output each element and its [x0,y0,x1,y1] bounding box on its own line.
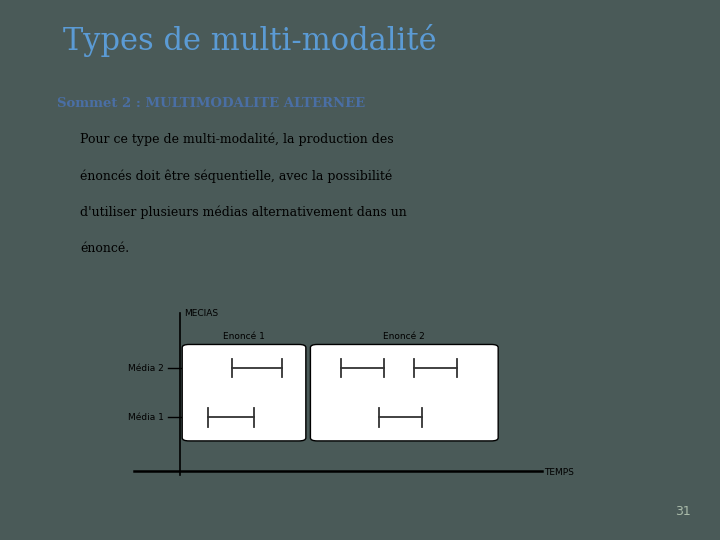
Text: Enoncé 2: Enoncé 2 [384,333,426,341]
Text: 31: 31 [675,505,691,518]
Text: énoncés doit être séquentielle, avec la possibilité: énoncés doit être séquentielle, avec la … [81,169,392,183]
Text: Sommet 2 : MULTIMODALITE ALTERNEE: Sommet 2 : MULTIMODALITE ALTERNEE [58,97,366,110]
Text: d'utiliser plusieurs médias alternativement dans un: d'utiliser plusieurs médias alternativem… [81,206,407,219]
FancyBboxPatch shape [310,345,498,441]
Text: Types de multi-modalité: Types de multi-modalité [63,24,437,57]
Text: Enoncé 1: Enoncé 1 [223,333,265,341]
Text: énoncé.: énoncé. [81,242,130,255]
Text: Média 2: Média 2 [128,363,164,373]
Text: Média 1: Média 1 [128,413,164,422]
Text: TEMPS: TEMPS [544,468,574,477]
Text: Pour ce type de multi-modalité, la production des: Pour ce type de multi-modalité, la produ… [81,132,394,146]
Text: MECIAS: MECIAS [184,308,219,318]
FancyBboxPatch shape [182,345,306,441]
